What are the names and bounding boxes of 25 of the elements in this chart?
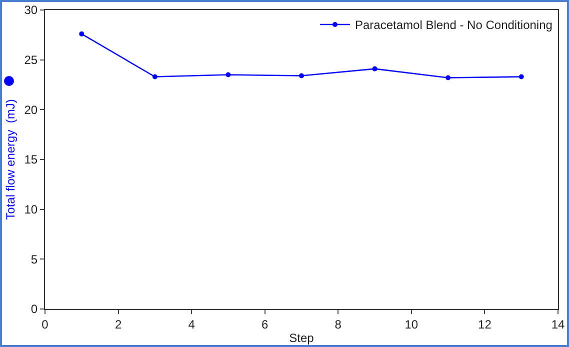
y-tick-label: 0 bbox=[30, 302, 38, 316]
point bbox=[372, 66, 378, 72]
x-tick-label: 8 bbox=[334, 317, 342, 332]
point bbox=[518, 74, 524, 80]
x-tick-label: 14 bbox=[551, 317, 565, 332]
point bbox=[152, 74, 158, 80]
point bbox=[299, 73, 304, 78]
y-tick-label: 15 bbox=[24, 152, 38, 167]
x-tick-label: 10 bbox=[404, 317, 418, 332]
y-tick-label: 5 bbox=[30, 252, 38, 266]
y-axis-title: Total flow energy (mJ) bbox=[4, 99, 18, 220]
x-tick-label: 0 bbox=[42, 317, 49, 332]
point bbox=[79, 31, 84, 36]
x-tick-label: 2 bbox=[114, 317, 122, 332]
y-tick-label: 20 bbox=[24, 102, 38, 117]
point bbox=[226, 72, 231, 78]
y-tick-label: 25 bbox=[24, 53, 38, 68]
x-tick-label: 4 bbox=[188, 317, 196, 332]
y-tick-label: 10 bbox=[24, 202, 38, 217]
x-tick-label: 6 bbox=[262, 317, 269, 332]
x-axis-title: Step bbox=[289, 331, 314, 345]
legend-label: Paracetamol Blend - No Conditioning bbox=[355, 18, 552, 32]
x-tick-label: 12 bbox=[478, 317, 492, 332]
y-tick-label: 30 bbox=[24, 3, 38, 18]
point bbox=[446, 75, 451, 80]
